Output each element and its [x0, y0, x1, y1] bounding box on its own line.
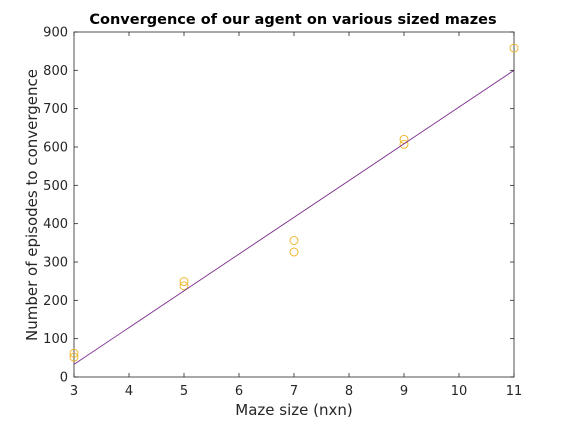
data-point: [179, 277, 189, 286]
y-tick-label: 700: [43, 102, 68, 117]
y-axis: 0 100 200 300 400 500 600 700 800 900: [43, 26, 514, 386]
x-axis: 3 4 5 6 7 8 9 10 11: [70, 32, 522, 399]
x-tick-label: 5: [180, 384, 188, 399]
x-tick-label: 7: [290, 384, 298, 399]
y-tick-label: 900: [43, 26, 68, 41]
y-tick-label: 100: [43, 332, 68, 347]
data-point: [69, 348, 79, 358]
y-tick-label: 800: [43, 64, 68, 79]
x-tick-label: 6: [235, 384, 243, 399]
x-tick-label: 8: [345, 384, 353, 399]
x-tick-label: 3: [70, 384, 78, 399]
data-point: [509, 43, 519, 53]
data-point: [289, 247, 299, 257]
y-tick-label: 600: [43, 141, 68, 156]
x-axis-label: Maze size (nxn): [235, 401, 352, 419]
fit-line: [73, 69, 515, 365]
chart-title: Convergence of our agent on various size…: [89, 12, 496, 28]
plot-area: [69, 31, 519, 378]
x-tick-label: 11: [506, 384, 523, 399]
y-tick-label: 500: [43, 179, 68, 194]
x-tick-label: 10: [451, 384, 468, 399]
y-tick-label: 200: [43, 294, 68, 309]
x-tick-label: 4: [125, 384, 133, 399]
data-point: [399, 139, 409, 149]
data-point: [179, 281, 189, 291]
plot-frame: [73, 31, 515, 378]
y-axis-label: Number of episodes to convergence: [23, 69, 41, 341]
y-tick-label: 300: [43, 256, 68, 271]
y-tick-label: 400: [43, 217, 68, 232]
x-tick-label: 9: [400, 384, 408, 399]
y-tick-label: 0: [60, 371, 68, 386]
data-point: [289, 236, 299, 245]
data-point: [69, 352, 79, 362]
